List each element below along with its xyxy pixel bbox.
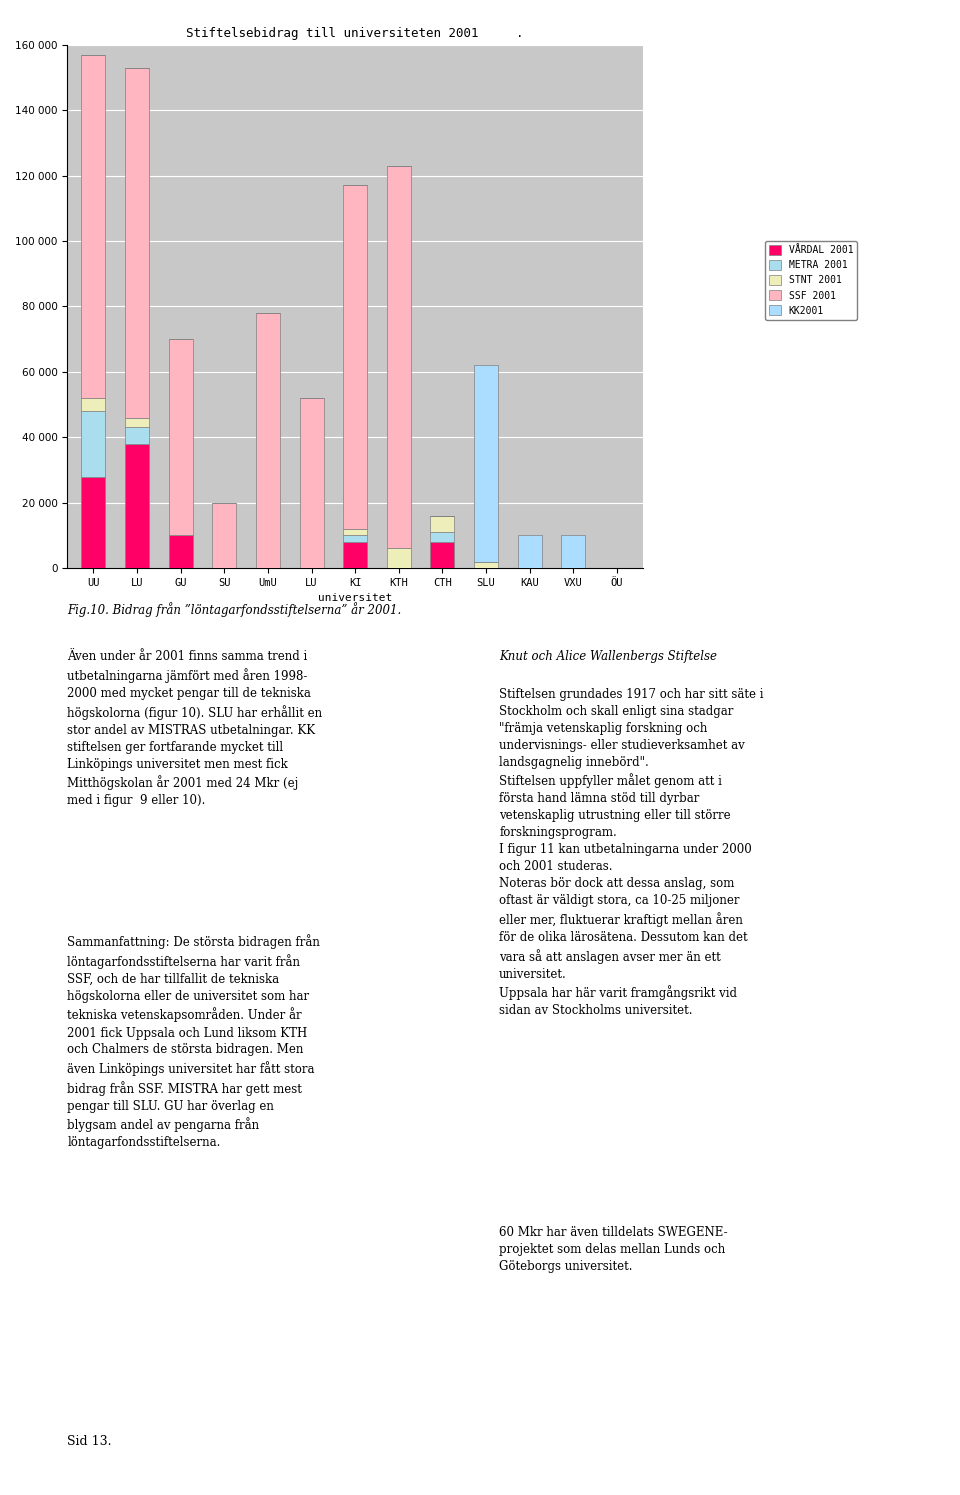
Bar [256,312,280,568]
Bar [387,166,411,549]
Text: 60 Mkr har även tilldelats SWEGENE-
projektet som delas mellan Lunds och
Götebor: 60 Mkr har även tilldelats SWEGENE- proj… [499,1226,728,1272]
Bar [474,562,498,568]
Bar [387,549,411,568]
Text: Sid 13.: Sid 13. [67,1435,111,1449]
Bar [300,398,324,568]
Bar [212,502,236,568]
Bar [430,516,454,532]
Text: Sammanfattning: De största bidragen från
löntagarfondsstiftelserna har varit frå: Sammanfattning: De största bidragen från… [67,934,320,1150]
Bar [125,417,149,428]
Bar [562,535,586,568]
Bar [430,543,454,568]
Legend: VÅRDAL 2001, METRA 2001, STNT 2001, SSF 2001, KK2001: VÅRDAL 2001, METRA 2001, STNT 2001, SSF … [765,241,857,320]
X-axis label: universitet: universitet [318,594,393,604]
Title: Stiftelsebidrag till universiteten 2001     .: Stiftelsebidrag till universiteten 2001 … [186,27,524,39]
Bar [82,411,106,477]
Bar [343,535,367,543]
Text: Stiftelsen grundades 1917 och har sitt säte i
Stockholm och skall enligt sina st: Stiftelsen grundades 1917 och har sitt s… [499,688,764,1017]
Bar [125,444,149,568]
Bar [517,535,541,568]
Bar [343,529,367,535]
Bar [474,365,498,562]
Bar [82,477,106,568]
Text: Fig.10. Bidrag från ”löntagarfondsstiftelserna” år 2001.: Fig.10. Bidrag från ”löntagarfondsstifte… [67,602,401,617]
Bar [343,543,367,568]
Bar [169,339,193,535]
Bar [169,535,193,568]
Bar [82,398,106,411]
Bar [343,185,367,529]
Bar [82,55,106,398]
Bar [125,67,149,417]
Text: Knut och Alice Wallenbergs Stiftelse: Knut och Alice Wallenbergs Stiftelse [499,650,717,664]
Bar [125,428,149,444]
Bar [430,532,454,543]
Text: Även under år 2001 finns samma trend i
utbetalningarna jämfört med åren 1998-
20: Även under år 2001 finns samma trend i u… [67,650,323,807]
